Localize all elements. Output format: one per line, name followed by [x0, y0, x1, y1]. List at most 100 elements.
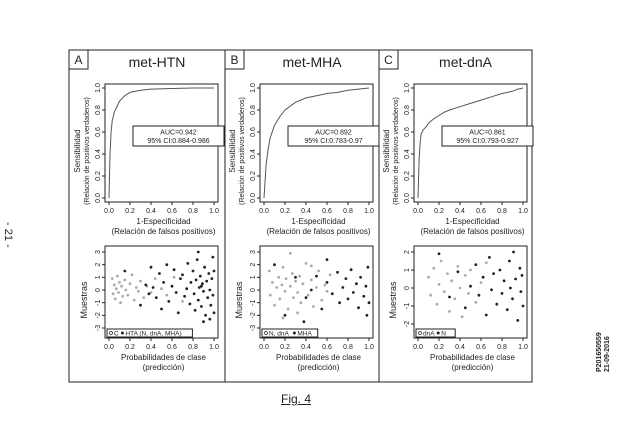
scatter-point-dark: [209, 303, 213, 307]
x-tick-label: 1.0: [209, 344, 219, 351]
y-axis-sublabel: (Relación de positivos verdaderos): [393, 97, 400, 205]
scatter-point-dark: [193, 308, 197, 312]
scatter-point-light: [113, 297, 117, 301]
scatter-point-dark: [162, 281, 166, 284]
x-tick-label: 0.4: [301, 344, 311, 351]
scatter-point-dark: [448, 295, 451, 299]
y-tick-label: 2: [95, 263, 102, 267]
scatter-point-light: [315, 286, 318, 289]
x-tick-label: 0.6: [476, 344, 486, 351]
scatter-point-light: [120, 284, 123, 288]
scatter-point-dark: [191, 269, 195, 273]
scatter-point-light: [429, 293, 432, 297]
scatter-point-light: [275, 286, 278, 289]
y-tick-label: 0: [404, 286, 411, 290]
scatter-point-dark: [349, 268, 353, 272]
y-axis-label: Sensibilidad: [382, 129, 391, 172]
scatter-point-light: [435, 302, 439, 306]
auc-box: [287, 125, 380, 147]
scatter-point-dark: [212, 311, 216, 315]
scatter-point-dark: [490, 288, 493, 292]
x-tick-label: 0.6: [322, 208, 332, 215]
scatter-point-light: [292, 296, 295, 299]
scatter-point-dark: [357, 306, 360, 310]
scatter-point-dark: [207, 272, 211, 275]
scatter-point-dark: [206, 296, 210, 299]
scatter-point-dark: [174, 291, 178, 294]
scatter-point-dark: [365, 313, 369, 317]
scatter-point-dark: [509, 286, 512, 290]
x-tick-label: 0.6: [167, 208, 177, 215]
scatter-point-light: [283, 289, 287, 293]
scatter-point-dark: [469, 284, 472, 288]
scatter-point-dark: [160, 307, 163, 311]
scatter-point-dark: [304, 296, 308, 299]
scatter-point-light: [160, 287, 163, 291]
scatter-point-dark: [366, 265, 370, 269]
y-tick-label: -2: [404, 321, 411, 327]
scatter-point-light: [172, 275, 176, 279]
panel-title: met-HTN: [129, 54, 186, 70]
scatter-point-light: [442, 290, 446, 293]
x-tick-label: 0.2: [125, 344, 135, 351]
scatter-point-light: [325, 289, 329, 293]
x-axis-label: 1-Especificidad: [445, 217, 499, 226]
scatter-point-dark: [204, 313, 208, 317]
x-tick-label: 0.0: [413, 208, 423, 215]
scatter-point-light: [453, 297, 457, 301]
roc-curve: [108, 87, 214, 199]
x-axis-label: Probabilidades de clase: [430, 353, 515, 362]
scatter-point-light: [137, 289, 140, 293]
scatter-plot-area: [259, 245, 374, 339]
scatter-point-light: [267, 269, 271, 273]
scatter-point-dark: [172, 268, 176, 272]
x-tick-label: 0.4: [146, 344, 156, 351]
scatter-point-light: [273, 303, 276, 307]
y-tick-label: 1.0: [250, 83, 257, 93]
legend-entry: C: [114, 331, 119, 338]
scatter-point-light: [134, 286, 138, 289]
scatter-point-dark: [351, 291, 355, 294]
y-axis-sublabel: (Relación de positivos verdaderos): [84, 97, 91, 205]
x-tick-label: 0.2: [434, 208, 444, 215]
x-tick-label: 0.4: [455, 344, 465, 351]
x-tick-label: 0.6: [476, 208, 486, 215]
x-tick-label: 1.0: [518, 208, 528, 215]
y-tick-label: 0.4: [95, 149, 102, 159]
y-axis-label: Sensibilidad: [228, 129, 237, 172]
scatter-point-dark: [488, 256, 491, 259]
panel-letter-box: [224, 49, 245, 70]
auc-ci: 95% CI:0.793-0.927: [456, 138, 518, 145]
scatter-point-light: [296, 291, 299, 294]
scatter-point-light: [153, 277, 157, 280]
scatter-point-light: [117, 291, 120, 294]
y-tick-label: -3: [95, 325, 102, 331]
x-axis-label: Probabilidades de clase: [121, 353, 206, 362]
scatter-point-dark: [151, 286, 155, 289]
scatter-point-light: [309, 278, 313, 282]
x-tick-label: 0.4: [301, 208, 311, 215]
scatter-point-dark: [196, 298, 200, 302]
x-tick-label: 0.8: [343, 344, 353, 351]
scatter-point-light: [458, 286, 462, 290]
scatter-point-dark: [518, 266, 522, 270]
y-tick-label: 3: [250, 250, 257, 254]
scatter-point-dark: [336, 270, 339, 274]
y-tick-label: 0.8: [250, 105, 257, 115]
roc-curve: [417, 87, 524, 199]
scatter-point-light: [142, 296, 146, 299]
scatter-point-dark: [205, 279, 209, 283]
scatter-point-dark: [500, 292, 504, 295]
x-axis-label: 1-Especificidad: [291, 217, 345, 226]
y-tick-label: 0: [250, 288, 257, 292]
scatter-point-light: [130, 273, 134, 277]
scatter-point-dark: [201, 282, 204, 286]
y-tick-label: 0.4: [250, 149, 257, 159]
y-tick-label: -1: [95, 299, 102, 305]
x-axis-sublabel: (predicción): [143, 363, 185, 372]
y-tick-label: 0: [95, 288, 102, 292]
scatter-point-dark: [139, 303, 142, 307]
scatter-point-light: [437, 283, 441, 286]
scatter-point-dark: [179, 277, 182, 280]
scatter-point-light: [439, 259, 443, 263]
